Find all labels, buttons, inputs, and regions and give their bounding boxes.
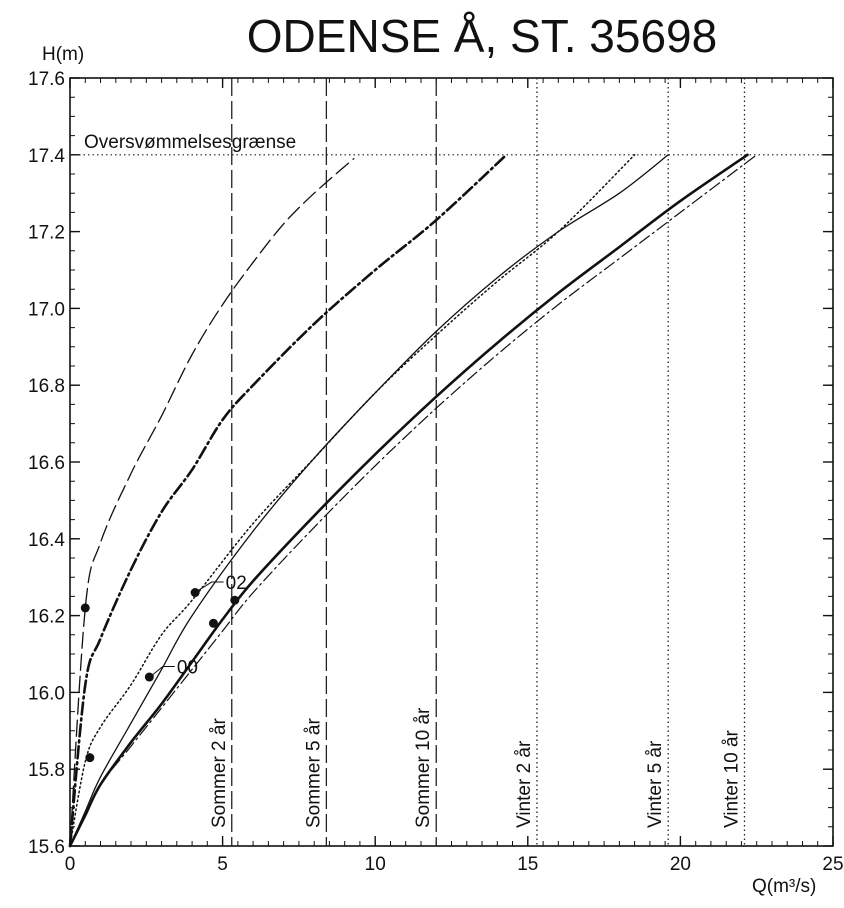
- x-tick-label: 10: [365, 854, 386, 875]
- x-tick-label: 5: [217, 854, 228, 875]
- measurement-point: [80, 603, 90, 613]
- rating-curves: [68, 153, 758, 848]
- y-tick-label: 16.8: [28, 376, 65, 397]
- measurement-point: [190, 588, 200, 598]
- y-tick-label: 17.0: [28, 299, 65, 320]
- annotation-leader: [152, 666, 175, 676]
- plot-area: [69, 77, 834, 847]
- annotations: 00 02: [152, 573, 247, 679]
- minor-ticks: [69, 77, 834, 847]
- annotation-label: 00: [177, 658, 198, 679]
- chart-title: ODENSE Å, ST. 35698: [247, 10, 717, 62]
- y-tick-label: 15.8: [28, 760, 65, 781]
- y-axis-label: H(m): [42, 44, 84, 65]
- x-axis-label: Q(m³/s): [752, 876, 816, 897]
- reference-line-label: Sommer 5 år: [303, 718, 324, 828]
- rating-curve-dash-dot-bold: [68, 153, 508, 848]
- measurement-point: [85, 753, 95, 763]
- measurement-points: [80, 588, 240, 763]
- x-tick-label: 25: [822, 854, 843, 875]
- reference-line-label: Vinter 10 år: [721, 729, 742, 828]
- y-tick-label: 16.6: [28, 453, 65, 474]
- y-tick-label: 17.4: [28, 146, 65, 167]
- y-tick-label: 15.6: [28, 837, 65, 858]
- y-axis-ticks: 15.6 15.8 16.0 16.2 16.4 16.6 16.8 17.0 17.2 17.4…: [28, 69, 833, 858]
- flood-limit: Oversvømmelsesgrænse: [70, 132, 833, 156]
- reference-lines: Sommer 2 år Sommer 5 år Sommer 10 år Vinter…: [209, 78, 746, 846]
- rating-curve-dash-dot-thin: [69, 154, 758, 847]
- minor-tick-marks: [69, 77, 834, 847]
- measurement-point: [230, 595, 240, 605]
- annotation-leader: [197, 581, 224, 591]
- measurement-point: [144, 672, 154, 682]
- y-tick-label: 16.4: [28, 530, 65, 551]
- measurement-point: [208, 618, 218, 628]
- x-tick-label: 0: [65, 854, 76, 875]
- reference-line-label: Sommer 2 år: [209, 718, 230, 828]
- rating-curve-solid-bold: [68, 153, 749, 848]
- reference-line-label: Vinter 2 år: [514, 740, 535, 828]
- annotation-label: 02: [226, 573, 247, 594]
- rating-curve-dotted: [69, 154, 636, 847]
- reference-line-label: Vinter 5 år: [645, 740, 666, 828]
- x-axis-ticks: 0 5 10 15 20 25: [65, 78, 844, 875]
- rating-curve-solid-thin: [69, 154, 669, 847]
- y-tick-label: 17.6: [28, 69, 65, 90]
- y-tick-label: 16.2: [28, 607, 65, 628]
- rating-curve-long-dash: [69, 157, 355, 847]
- x-tick-label: 20: [670, 854, 691, 875]
- x-tick-label: 15: [517, 854, 538, 875]
- y-tick-label: 16.0: [28, 683, 65, 704]
- flood-limit-label: Oversvømmelsesgrænse: [84, 132, 296, 153]
- reference-line-label: Sommer 10 år: [413, 707, 434, 828]
- plot-border: [69, 77, 834, 847]
- y-tick-label: 17.2: [28, 223, 65, 244]
